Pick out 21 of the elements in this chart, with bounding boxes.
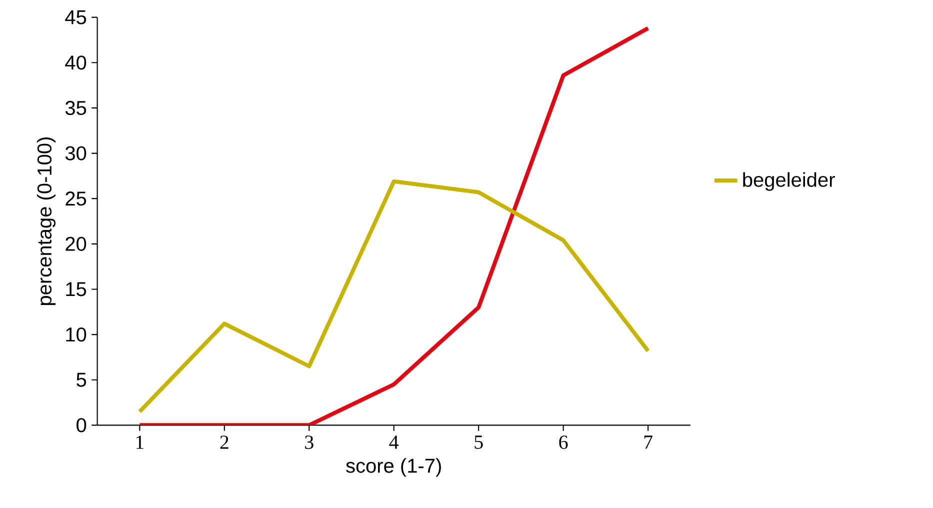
y-tick-label: 25 (66, 192, 86, 206)
x-tick-label: 7 (644, 436, 652, 449)
y-tick-label: 45 (65, 10, 86, 24)
y-tick-label: 30 (65, 146, 86, 160)
line-series (138, 179, 650, 414)
y-tick-label: 40 (65, 56, 86, 70)
y-tick-label: 10 (66, 328, 86, 342)
x-tick-label: 2 (220, 436, 228, 449)
x-tick-label: 5 (474, 436, 483, 449)
x-axis-title: score (1-7) (346, 458, 441, 477)
legend-label: begeleider (743, 172, 835, 191)
y-tick-label: 35 (65, 100, 86, 116)
y-tick-label: 15 (66, 282, 86, 296)
y-tick-label: 0 (76, 418, 86, 432)
x-tick-label: 6 (559, 436, 568, 450)
y-tick-label: 5 (76, 372, 86, 387)
x-tick-label: 1 (136, 436, 144, 449)
y-axis-title: percentage (0-100) (36, 138, 56, 306)
y-tick-label: 20 (66, 236, 86, 252)
x-tick-label: 3 (305, 436, 314, 450)
x-tick-label: 4 (389, 436, 399, 449)
